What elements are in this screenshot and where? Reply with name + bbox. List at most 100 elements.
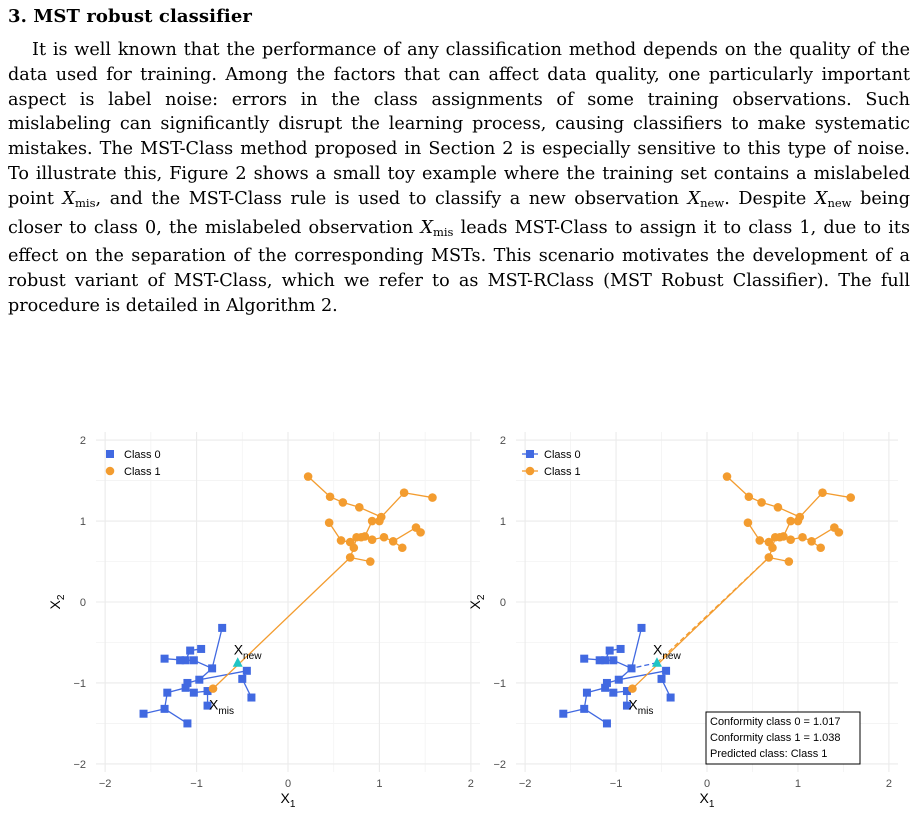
class1-mst-edge [799,492,823,518]
section-heading: 3. MST robust classifier [8,6,253,27]
class1-point [786,535,795,544]
class1-point [349,543,359,553]
y-tick-label: −1 [493,678,506,690]
class1-point [355,502,364,512]
class1-mst-edge [307,476,331,498]
class1-point [757,498,766,507]
x-tick-label: 1 [795,778,801,790]
figure-svg: −2 −1 0 1 2 −2 −1 0 1 2 X1 X2 Xmis Xnew Class 0 Class 1… [47,432,898,810]
class0-point [189,656,198,665]
legend-label: Class 0 [544,449,581,461]
paragraph-text: leads MST-Class to assign it to class 1,… [8,217,911,316]
section-paragraph: It is well known that the performance of… [8,38,910,319]
class1-point [834,528,844,537]
chart-panel-1: −2 −1 0 1 2 −2 −1 0 1 2 X1 X2 Xmis Xnew Class 0 Class 1 [47,432,480,810]
class0-point [160,704,169,713]
new-point [232,657,243,667]
class0-point [247,693,256,702]
class1-mst-edge [392,526,417,542]
class0-point [160,654,169,663]
y-axis-label: X2 [467,594,487,609]
class0-point [666,693,675,702]
class0-point [582,688,591,697]
mislabeled-mst-edge [631,557,770,690]
class0-mst-edge [630,627,643,669]
class0-point [609,688,618,697]
class1-point [416,528,425,537]
class0-point [601,683,610,692]
class1-point [773,502,783,512]
class1-point [786,516,795,526]
class0-point [181,656,190,665]
class0-point [183,719,192,728]
class0-point [609,656,618,665]
x-new-symbol: Xnew [687,188,725,210]
paragraph-text: , and the MST-Class rule is used to clas… [95,188,688,209]
new-point [651,657,662,667]
x-tick-label: 2 [468,778,474,790]
x-tick-label: 1 [376,778,382,790]
class0-point [601,656,610,665]
class1-point [324,518,334,527]
class0-point [602,678,611,687]
class1-point [365,557,375,566]
y-tick-label: 0 [500,597,506,609]
class0-point [218,623,227,632]
legend-square-marker [106,450,114,458]
class1-point [356,532,366,542]
class0-point [637,623,646,632]
paragraph-text: being closer to class 0, the mislabeled … [8,188,910,238]
class0-point [605,646,614,655]
x-tick-label: 0 [285,778,291,790]
class1-point [775,532,785,542]
class1-point [375,516,384,526]
class1-point [428,493,437,502]
class1-point [388,536,398,546]
new-point-label: Xnew [653,642,682,662]
legend-circle-marker [525,466,535,476]
new-point-edge [631,662,658,670]
legend-circle-marker [105,466,115,476]
x-new-symbol: Xnew [814,188,852,210]
mislabeled-mst-edge [212,557,351,690]
class0-mst-edge [211,627,223,669]
y-tick-label: 1 [80,516,86,528]
x-axis-label: X1 [281,790,296,810]
class0-point [203,687,212,696]
y-axis-label: X2 [47,594,67,609]
y-tick-label: 0 [80,597,86,609]
figure-2: −2 −1 0 1 2 −2 −1 0 1 2 X1 X2 Xmis Xnew Class 0 Class 1… [0,420,919,835]
class0-point [139,709,148,718]
class1-point [793,516,803,526]
legend-label: Class 0 [124,449,161,461]
x-tick-label: −1 [190,778,203,790]
class1-point [338,498,348,507]
new-point-label: Xnew [234,642,263,662]
class0-mst-edge [199,670,247,681]
y-tick-label: −2 [493,759,506,771]
class1-mst-edge [726,476,750,498]
class1-point [345,553,355,562]
y-tick-label: 2 [80,435,86,447]
class0-point [163,688,172,697]
conformity-text: Conformity class 0 = 1.017 [710,716,841,728]
y-tick-label: −1 [73,678,86,690]
class1-point [379,532,389,542]
class1-point [303,472,313,481]
legend-label: Class 1 [544,466,581,478]
x-mis-symbol: Xmis [420,217,454,239]
x-axis-label: X1 [700,790,715,810]
class0-point [183,678,192,687]
class0-point [662,666,671,675]
class1-point [744,492,754,502]
class0-point [657,674,666,683]
conformity-text: Predicted class: Class 1 [710,748,827,760]
chart-panel-2: −2 −1 0 1 2 −2 −1 0 1 2 X1 X2 Xmis Xnew Class 0 Class 1… [467,432,898,810]
class0-point [195,675,204,684]
class0-point [189,688,198,697]
class0-point [197,644,206,653]
class0-point [242,666,251,675]
y-tick-label: −2 [73,759,86,771]
class1-point [367,516,377,526]
class0-point [208,664,217,673]
